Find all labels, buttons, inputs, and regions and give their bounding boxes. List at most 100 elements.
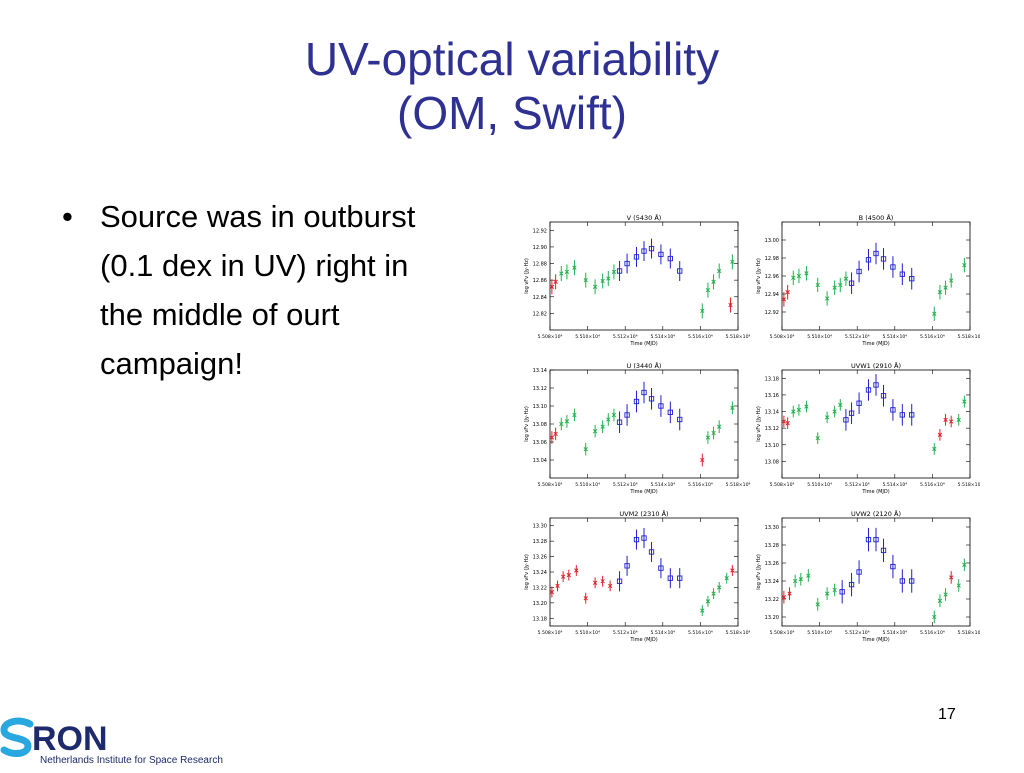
data-point-stroke: [549, 589, 555, 595]
data-point: [899, 578, 905, 584]
logo-s-icon: [0, 717, 34, 757]
data-point: [956, 417, 961, 422]
data-point: [880, 393, 887, 399]
y-tick-label: 12.92: [765, 310, 779, 316]
data-point-stroke: [815, 602, 820, 607]
data-point: [616, 578, 623, 584]
data-point: [796, 273, 802, 279]
data-point: [949, 278, 954, 283]
x-tick-label: 5.510×10⁴: [575, 630, 600, 636]
data-point: [700, 308, 705, 314]
data-point: [962, 399, 967, 404]
x-tick-label: 5.510×10⁴: [575, 334, 600, 340]
data-point-stroke: [611, 269, 617, 274]
light-curve-panel: UVW2 (2120 Å) 13.20 13.22 13.24 13.26 13.28 13…: [756, 509, 983, 643]
data-point: [793, 578, 798, 584]
x-tick-label: 5.512×10⁴: [613, 482, 638, 488]
data-point: [641, 248, 647, 254]
data-point: [611, 412, 617, 418]
data-point: [564, 419, 570, 424]
panel-title: UVW1 (2910 Å): [851, 361, 901, 370]
data-point: [633, 536, 640, 543]
data-point: [824, 415, 830, 420]
data-point: [561, 574, 566, 579]
data-point-stroke: [561, 574, 566, 579]
y-axis-label: log νFν (Jy·Hz): [524, 406, 530, 442]
y-tick-label: 12.84: [533, 295, 547, 301]
data-point-stroke: [943, 285, 948, 290]
data-point: [555, 583, 560, 589]
data-point: [943, 285, 948, 290]
data-point-stroke: [824, 591, 830, 596]
y-tick-label: 13.06: [533, 440, 547, 446]
data-point-stroke: [838, 402, 843, 408]
data-point: [574, 568, 579, 573]
data-point: [667, 409, 673, 415]
data-point: [549, 589, 555, 595]
data-point: [677, 575, 683, 581]
data-point: [937, 598, 943, 603]
y-tick-label: 13.10: [533, 404, 547, 410]
y-axis-label: log νFν (Jy·Hz): [756, 258, 762, 294]
data-point: [791, 275, 796, 280]
x-tick-label: 5.512×10⁴: [845, 630, 870, 636]
y-tick-label: 13.22: [533, 585, 547, 591]
x-axis-label: Time (MJD): [861, 341, 889, 347]
x-tick-label: 5.510×10⁴: [807, 334, 832, 340]
data-point-stroke: [937, 432, 943, 437]
data-point: [843, 417, 849, 423]
data-point: [667, 575, 673, 581]
x-tick-label: 5.512×10⁴: [613, 630, 638, 636]
data-point: [583, 278, 588, 283]
y-tick-label: 12.90: [533, 245, 547, 251]
y-tick-label: 13.20: [765, 615, 779, 621]
data-point-stroke: [730, 405, 735, 410]
data-point-stroke: [555, 583, 560, 589]
data-point-stroke: [932, 614, 937, 620]
y-axis-label: log νFν (Jy·Hz): [756, 406, 762, 442]
y-tick-label: 13.22: [765, 597, 779, 603]
data-point: [583, 447, 588, 452]
data-point-stroke: [838, 282, 843, 288]
data-point-stroke: [566, 572, 571, 578]
data-point-stroke: [711, 430, 716, 436]
y-axis-label: log νFν (Jy·Hz): [756, 554, 762, 590]
data-point-stroke: [956, 417, 961, 422]
sron-logo-mark: RON: [0, 717, 108, 758]
data-point-stroke: [700, 608, 705, 613]
data-point: [873, 250, 879, 257]
data-point-stroke: [717, 585, 722, 590]
data-point: [932, 311, 937, 316]
data-point: [798, 577, 803, 582]
data-point: [804, 404, 809, 409]
sron-logo: RON: [0, 712, 230, 768]
data-point-stroke: [785, 421, 790, 426]
data-point: [806, 573, 811, 578]
data-point-stroke: [592, 284, 598, 289]
x-tick-label: 5.508×10⁴: [538, 334, 563, 340]
y-tick-label: 13.26: [533, 555, 547, 561]
data-point: [824, 296, 830, 301]
data-point-stroke: [583, 278, 588, 283]
data-point-stroke: [564, 419, 570, 424]
x-axis-label: Time (MJD): [861, 489, 889, 495]
light-curve-panel: UVW1 (2910 Å) 13.08 13.10 13.12 13.14 13.16 13…: [756, 361, 983, 495]
data-point-stroke: [932, 446, 937, 452]
x-tick-label: 5.516×10⁴: [920, 630, 945, 636]
y-tick-label: 13.14: [533, 368, 547, 374]
x-tick-label: 5.516×10⁴: [920, 482, 945, 488]
logo-subtitle: Netherlands Institute for Space Research: [40, 755, 223, 766]
plot-frame: [781, 369, 971, 479]
data-point: [648, 396, 655, 402]
light-curve-panel: U (3440 Å) 13.04 13.06 13.08 13.10 13.12 13.14…: [524, 361, 751, 495]
y-tick-label: 13.18: [765, 376, 779, 382]
data-point: [724, 576, 729, 581]
data-point: [624, 260, 630, 267]
data-point-stroke: [832, 409, 837, 414]
data-point: [559, 421, 564, 427]
data-point-stroke: [600, 424, 605, 429]
data-point-stroke: [937, 598, 943, 603]
data-point: [838, 282, 843, 288]
data-point: [880, 256, 887, 262]
logo-text: RON: [32, 720, 108, 758]
